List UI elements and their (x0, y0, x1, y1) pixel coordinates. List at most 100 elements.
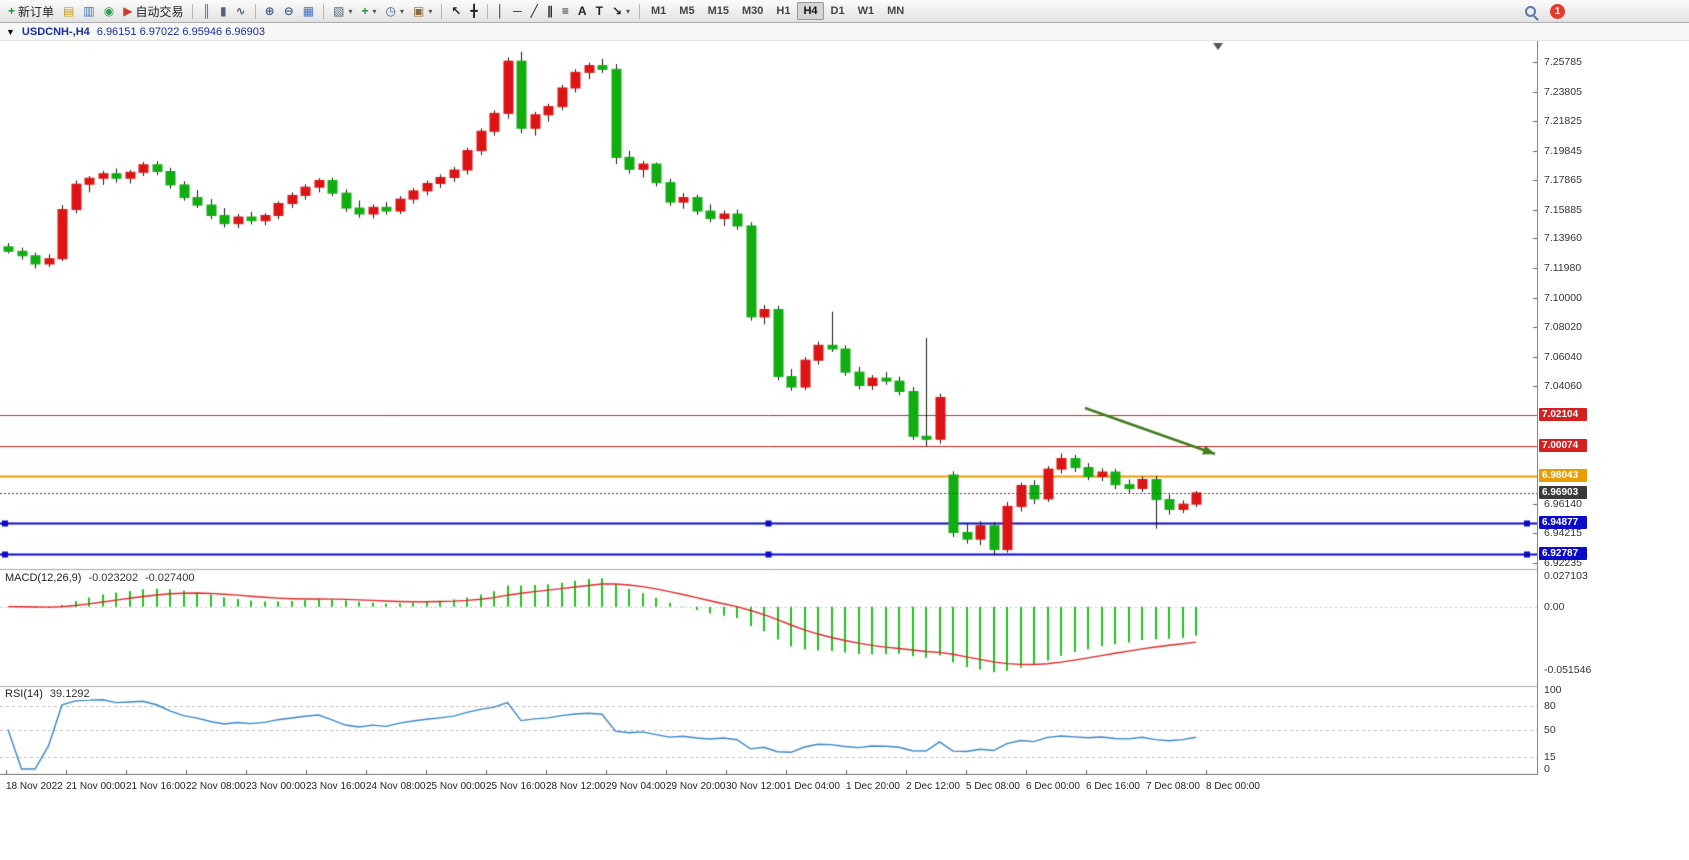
price-axis[interactable]: 7.25785 7.23805 7.21825 7.19845 7.17865 7.158… (1537, 41, 1689, 775)
caret-down-icon: ▾ (348, 6, 353, 16)
bar-chart-icon: ║ (202, 4, 211, 18)
horizontal-line-icon: ─ (513, 4, 522, 18)
price-axis-label: 7.23805 (1544, 85, 1582, 98)
timeframe-button-w1[interactable]: W1 (857, 5, 875, 17)
indicators-button[interactable]: + ▾ (357, 2, 380, 21)
time-axis-label: 24 Nov 08:00 (366, 781, 426, 792)
horizontal-line-button[interactable]: ─ (509, 2, 526, 21)
rsi-axis-label: 100 (1544, 684, 1562, 696)
label-button[interactable]: T (592, 2, 607, 21)
time-axis-label: 23 Nov 00:00 (246, 781, 306, 792)
zoom-out-icon: ⊖ (283, 4, 294, 18)
notification-badge[interactable]: 1 (1550, 3, 1565, 19)
auto-trading-button[interactable]: ▶ 自动交易 (119, 2, 187, 21)
time-axis-label: 23 Nov 16:00 (306, 781, 366, 792)
trendline-icon: ╱ (530, 4, 538, 18)
bid-price-tag: 6.96903 (1539, 485, 1587, 499)
price-level-tag: 6.94877 (1539, 516, 1587, 530)
vertical-line-button[interactable]: │ (493, 2, 509, 21)
rsi-indicator-label: RSI(14) 39.1292 (5, 688, 90, 700)
label-icon: T (595, 4, 603, 18)
price-axis-label: 6.94215 (1544, 526, 1582, 539)
timeframe-button-m1[interactable]: M1 (651, 5, 667, 17)
rsi-axis-label: 50 (1544, 723, 1556, 736)
time-axis[interactable]: 18 Nov 2022 21 Nov 00:00 21 Nov 16:00 22 No… (0, 775, 1537, 797)
navigator-button[interactable]: ◉ (100, 2, 118, 21)
toolbar-separator (192, 3, 194, 19)
crosshair-button[interactable]: ╋ (466, 2, 481, 21)
timeframe-button-h4[interactable]: H4 (797, 2, 824, 20)
rsi-axis-label: 15 (1544, 751, 1556, 764)
candlestick-chart-button[interactable]: ▮ (216, 2, 231, 21)
market-watch-button[interactable]: ▥ (79, 2, 98, 21)
tile-windows-button[interactable]: ▦ (299, 2, 318, 21)
toolbar-separator (323, 3, 325, 19)
text-icon: A (577, 4, 587, 18)
chart-canvas[interactable] (0, 41, 1537, 775)
market-watch-icon: ▥ (83, 4, 95, 18)
time-axis-label: 5 Dec 08:00 (966, 781, 1020, 792)
price-axis-label: 7.04060 (1544, 380, 1582, 393)
macd-name: MACD(12,26,9) (5, 572, 82, 584)
crosshair-icon: ╋ (470, 4, 478, 18)
templates-button[interactable]: ▣ ▾ (409, 2, 436, 21)
period-icon: ◷ (385, 4, 396, 18)
fibonacci-button[interactable]: ≡ (558, 2, 573, 21)
macd-signal-value: -0.027400 (144, 572, 195, 584)
timeframe-button-d1[interactable]: D1 (830, 5, 845, 17)
time-axis-label: 29 Nov 04:00 (606, 781, 666, 792)
line-chart-icon: ∿ (235, 4, 246, 18)
time-axis-label: 29 Nov 20:00 (666, 781, 726, 792)
price-axis-label: 7.25785 (1544, 56, 1582, 69)
timeframe-button-m30[interactable]: M30 (741, 5, 764, 17)
new-order-button[interactable]: + 新订单 (4, 2, 58, 21)
price-axis-label: 7.19845 (1544, 144, 1582, 157)
caret-down-icon: ▾ (399, 6, 404, 16)
price-axis-label: 7.10000 (1544, 291, 1582, 304)
fibonacci-icon: ≡ (561, 4, 569, 18)
search-icon[interactable] (1525, 5, 1536, 17)
time-axis-label: 1 Dec 04:00 (786, 781, 840, 792)
candlestick-chart-icon: ▮ (219, 4, 227, 18)
price-axis-label: 7.17865 (1544, 174, 1582, 187)
rsi-value: 39.1292 (49, 688, 90, 700)
new-chart-button[interactable]: ▧ ▾ (329, 2, 356, 21)
zoom-out-button[interactable]: ⊖ (280, 2, 298, 21)
time-axis-label: 22 Nov 08:00 (186, 781, 246, 792)
trendline-button[interactable]: ╱ (527, 2, 542, 21)
chart-symbol-period: USDCNH-,H4 (21, 25, 90, 38)
chart-menu-caret-icon[interactable]: ▼ (6, 26, 15, 37)
new-order-icon: + (8, 4, 16, 18)
time-axis-label: 1 Dec 20:00 (846, 781, 900, 792)
text-button[interactable]: A (574, 2, 591, 21)
timeframe-button-h1[interactable]: H1 (776, 5, 791, 17)
channel-button[interactable]: ∥ (543, 2, 557, 21)
macd-main-value: -0.023202 (88, 572, 138, 584)
price-axis-label: 7.21825 (1544, 115, 1582, 128)
tile-windows-icon: ▦ (302, 4, 315, 18)
time-axis-label: 25 Nov 16:00 (486, 781, 546, 792)
timeframe-button-mn[interactable]: MN (887, 5, 905, 17)
period-button[interactable]: ◷ ▾ (382, 2, 409, 21)
macd-axis-label: 0.027103 (1544, 570, 1588, 582)
toolbar-right-group: 1 (1525, 3, 1685, 19)
timeframe-button-m15[interactable]: M15 (707, 5, 729, 17)
zoom-in-button[interactable]: ⊕ (261, 2, 279, 21)
profiles-button[interactable]: ▤ (59, 2, 78, 21)
cursor-button[interactable]: ↖ (447, 2, 465, 21)
time-axis-label: 6 Dec 00:00 (1026, 781, 1080, 792)
new-chart-icon: ▧ (333, 4, 345, 18)
line-chart-button[interactable]: ∿ (232, 2, 250, 21)
rsi-axis-label: 80 (1544, 699, 1556, 712)
shapes-button[interactable]: ↘ ▾ (608, 2, 634, 21)
time-axis-label: 2 Dec 12:00 (906, 781, 960, 792)
timeframe-button-m5[interactable]: M5 (679, 5, 695, 17)
toolbar: + 新订单 ▤ ▥ ◉ ▶ 自动交易 ║ ▮ ∿ ⊕ ⊖ ▦ ▧ ▾ + ▾ ◷ ▾ ▣ ▾ ↖ ╋ │ ─ ╱ ∥ ≡ A T ↘ ▾ M1 M… (0, 0, 1689, 23)
time-axis-label: 21 Nov 16:00 (126, 781, 186, 792)
shapes-icon: ↘ (611, 4, 622, 18)
toolbar-separator (254, 3, 256, 19)
chart-ohlc-readout: 6.96151 6.97022 6.95946 6.96903 (96, 25, 265, 38)
time-axis-label: 18 Nov 2022 (6, 781, 63, 792)
bar-chart-button[interactable]: ║ (198, 2, 215, 21)
toolbar-separator (639, 3, 641, 19)
